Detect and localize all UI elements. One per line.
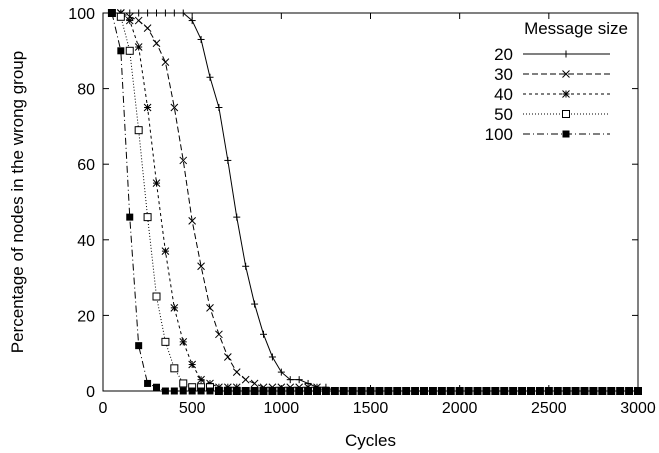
data-point-20 (242, 262, 250, 270)
series-40 (108, 9, 642, 395)
data-point-30 (152, 39, 161, 48)
data-point-20 (268, 353, 276, 361)
data-point-20 (197, 35, 205, 43)
y-tick-label: 0 (86, 384, 95, 401)
series-line-30 (111, 12, 638, 392)
data-point-30 (215, 330, 223, 339)
x-tick-label: 0 (99, 400, 108, 417)
y-tick-label: 80 (77, 82, 95, 99)
data-point-40 (179, 338, 188, 346)
series-line-50 (111, 12, 638, 392)
y-axis-title: Percentage of nodes in the wrong group (8, 51, 27, 353)
series-100 (108, 9, 642, 395)
data-point-30 (170, 103, 179, 112)
series-line-20 (111, 12, 638, 392)
data-point-40 (125, 16, 134, 25)
x-tick-label: 2500 (531, 400, 567, 417)
data-point-40 (143, 103, 152, 112)
data-point-30 (241, 375, 250, 384)
y-tick-label: 60 (77, 157, 95, 174)
x-axis-title: Cycles (345, 431, 396, 450)
data-point-100 (117, 47, 125, 55)
series-line-40 (111, 12, 638, 392)
data-point-50 (116, 12, 125, 21)
data-point-20 (295, 376, 303, 384)
data-point-50 (134, 126, 143, 135)
data-point-30 (125, 12, 134, 21)
x-tick-label: 2000 (442, 400, 478, 417)
data-point-50 (170, 364, 179, 373)
data-point-30 (250, 379, 259, 388)
data-point-40 (170, 303, 179, 312)
data-point-100 (126, 213, 134, 221)
data-point-20 (286, 376, 294, 384)
data-point-100 (153, 383, 160, 391)
y-tick-label: 40 (77, 233, 95, 250)
data-point-30 (161, 58, 170, 66)
legend-marker-40 (562, 90, 570, 98)
data-point-100 (135, 342, 143, 350)
x-tick-label: 3000 (620, 400, 656, 417)
data-point-50 (161, 337, 170, 346)
data-point-20 (188, 17, 196, 25)
data-point-30 (179, 156, 188, 165)
y-axis-ticks: 0 20 40 60 80 100 (68, 6, 638, 401)
series-50 (107, 9, 642, 395)
data-point-40 (197, 375, 205, 384)
data-point-20 (215, 104, 223, 111)
data-point-20 (260, 330, 267, 338)
data-point-20 (206, 73, 214, 81)
legend-title: Message size (524, 19, 628, 38)
data-point-100 (144, 379, 152, 387)
data-point-50 (179, 379, 188, 388)
legend-marker-50 (562, 110, 570, 118)
data-point-20 (304, 379, 312, 387)
data-point-40 (161, 247, 170, 255)
data-point-40 (188, 360, 197, 369)
legend-label-30: 30 (494, 65, 513, 84)
series-line-100 (111, 12, 638, 392)
data-point-30 (188, 217, 197, 225)
y-tick-label: 100 (68, 6, 95, 23)
data-point-30 (232, 368, 241, 376)
data-point-50 (152, 292, 161, 301)
data-point-50 (125, 46, 134, 55)
x-tick-label: 500 (179, 400, 206, 417)
legend-marker-100 (562, 130, 570, 138)
series-20 (108, 9, 642, 395)
plot-frame (102, 12, 639, 392)
data-point-30 (223, 353, 232, 361)
data-point-20 (251, 300, 259, 308)
series-30 (108, 9, 642, 395)
legend-label-20: 20 (494, 45, 513, 64)
data-point-40 (152, 179, 161, 187)
legend-marker-20 (562, 50, 570, 58)
legend-label-50: 50 (494, 105, 513, 124)
x-tick-label: 1000 (264, 400, 300, 417)
legend-label-40: 40 (494, 85, 513, 104)
legend-marker-30 (562, 70, 570, 78)
data-point-30 (143, 24, 152, 32)
x-tick-label: 1500 (353, 400, 389, 417)
data-point-20 (277, 368, 285, 376)
data-point-40 (134, 43, 143, 51)
data-point-30 (197, 262, 205, 271)
data-point-50 (143, 213, 152, 222)
data-point-20 (224, 156, 232, 164)
legend-label-100: 100 (485, 125, 513, 144)
y-tick-label: 20 (77, 308, 95, 325)
series-group (107, 9, 642, 395)
x-axis-ticks: 0 500 1000 1500 2000 2500 3000 (99, 13, 656, 417)
data-point-30 (206, 303, 214, 312)
data-point-20 (233, 213, 241, 221)
data-point-30 (134, 16, 143, 25)
